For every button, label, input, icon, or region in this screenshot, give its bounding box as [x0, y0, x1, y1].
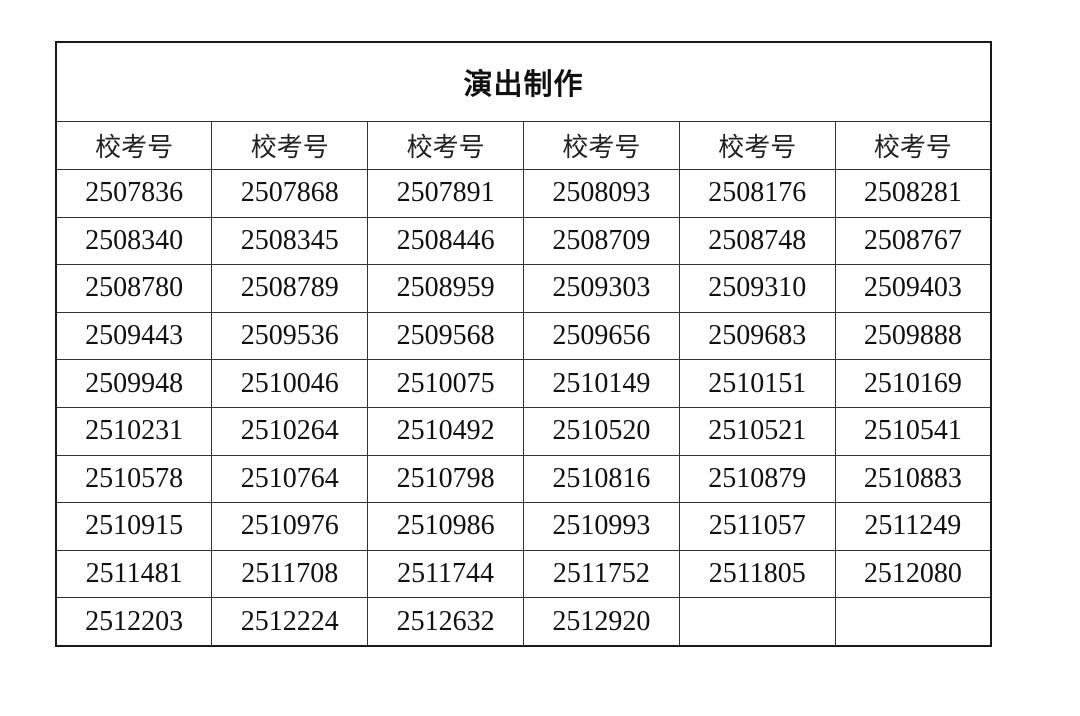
exam-number-cell: 2510976 [211, 502, 369, 551]
exam-number-cell: 2508789 [211, 264, 369, 313]
exam-number-cell: 2511057 [678, 502, 836, 551]
exam-number-cell: 2508446 [367, 216, 524, 266]
table-row: 2511481 2511708 2511744 2511752 2511805 25120… [55, 549, 992, 599]
exam-number-cell: 2507836 [55, 169, 213, 218]
exam-number-cell: 2508780 [55, 264, 213, 313]
exam-number-cell: 2510798 [367, 454, 524, 504]
exam-number-cell: 2510986 [367, 502, 524, 551]
exam-number-cell: 2507891 [367, 169, 524, 218]
table-body: 2507836 2507868 2507891 2508093 2508176 25082… [55, 169, 992, 647]
exam-number-cell: 2509536 [211, 311, 369, 361]
exam-number-cell: 2510075 [367, 359, 524, 408]
exam-number-cell: 2510541 [834, 406, 992, 456]
exam-number-cell: 2508709 [522, 216, 680, 266]
exam-number-cell: 2510151 [678, 359, 836, 408]
exam-number-cell: 2512632 [367, 597, 524, 647]
table-row: 2507836 2507868 2507891 2508093 2508176 25082… [55, 169, 992, 218]
exam-number-cell: 2508281 [834, 169, 992, 218]
column-header: 校考号 [367, 121, 524, 170]
exam-number-cell: 2512920 [522, 597, 680, 647]
exam-number-cell: 2511744 [367, 549, 524, 599]
exam-number-cell: 2509683 [678, 311, 836, 361]
exam-number-cell: 2508748 [678, 216, 836, 266]
empty-cell [678, 597, 836, 647]
empty-cell [834, 597, 992, 647]
exam-number-cell: 2510764 [211, 454, 369, 504]
column-header: 校考号 [211, 121, 369, 170]
exam-number-cell: 2511249 [834, 502, 992, 551]
exam-number-cell: 2510915 [55, 502, 213, 551]
exam-number-cell: 2510169 [834, 359, 992, 408]
exam-number-cell: 2511805 [678, 549, 836, 599]
exam-number-cell: 2510993 [522, 502, 680, 551]
table-title: 演出制作 [55, 41, 992, 122]
column-header: 校考号 [834, 121, 992, 170]
exam-number-cell: 2510521 [678, 406, 836, 456]
exam-number-cell: 2510264 [211, 406, 369, 456]
exam-number-cell: 2508176 [678, 169, 836, 218]
table-row: 2508780 2508789 2508959 2509303 2509310 25094… [55, 264, 992, 313]
exam-number-cell: 2510578 [55, 454, 213, 504]
exam-number-cell: 2510883 [834, 454, 992, 504]
exam-number-cell: 2508345 [211, 216, 369, 266]
exam-number-cell: 2510879 [678, 454, 836, 504]
exam-number-cell: 2512080 [834, 549, 992, 599]
exam-number-cell: 2509888 [834, 311, 992, 361]
exam-number-cell: 2508340 [55, 216, 213, 266]
exam-number-table: 演出制作 校考号 校考号 校考号 校考号 校考号 校考号 2507836 2507868 25… [55, 41, 992, 647]
column-header: 校考号 [55, 121, 213, 170]
exam-number-cell: 2509303 [522, 264, 680, 313]
exam-number-cell: 2510149 [522, 359, 680, 408]
table-row: 2512203 2512224 2512632 2512920 [55, 597, 992, 647]
exam-number-cell: 2509568 [367, 311, 524, 361]
exam-number-cell: 2511752 [522, 549, 680, 599]
exam-number-cell: 2509403 [834, 264, 992, 313]
exam-number-cell: 2510492 [367, 406, 524, 456]
exam-number-cell: 2509443 [55, 311, 213, 361]
column-header: 校考号 [522, 121, 680, 170]
table-row: 2509948 2510046 2510075 2510149 2510151 25101… [55, 359, 992, 408]
exam-number-cell: 2507868 [211, 169, 369, 218]
exam-number-cell: 2510046 [211, 359, 369, 408]
exam-number-cell: 2508093 [522, 169, 680, 218]
table-row: 2510231 2510264 2510492 2510520 2510521 25105… [55, 406, 992, 456]
exam-number-cell: 2512224 [211, 597, 369, 647]
exam-number-cell: 2508959 [367, 264, 524, 313]
table-row: 2508340 2508345 2508446 2508709 2508748 25087… [55, 216, 992, 266]
exam-number-cell: 2508767 [834, 216, 992, 266]
exam-number-cell: 2511708 [211, 549, 369, 599]
exam-number-cell: 2510816 [522, 454, 680, 504]
exam-number-cell: 2509656 [522, 311, 680, 361]
exam-number-cell: 2509948 [55, 359, 213, 408]
column-header: 校考号 [678, 121, 836, 170]
header-row: 校考号 校考号 校考号 校考号 校考号 校考号 [55, 121, 992, 170]
exam-number-cell: 2510231 [55, 406, 213, 456]
exam-number-cell: 2511481 [55, 549, 213, 599]
table-row: 2510578 2510764 2510798 2510816 2510879 25108… [55, 454, 992, 504]
table-row: 2510915 2510976 2510986 2510993 2511057 25112… [55, 502, 992, 551]
exam-number-cell: 2512203 [55, 597, 213, 647]
title-row: 演出制作 [55, 41, 992, 122]
exam-number-cell: 2509310 [678, 264, 836, 313]
exam-number-cell: 2510520 [522, 406, 680, 456]
table-row: 2509443 2509536 2509568 2509656 2509683 25098… [55, 311, 992, 361]
